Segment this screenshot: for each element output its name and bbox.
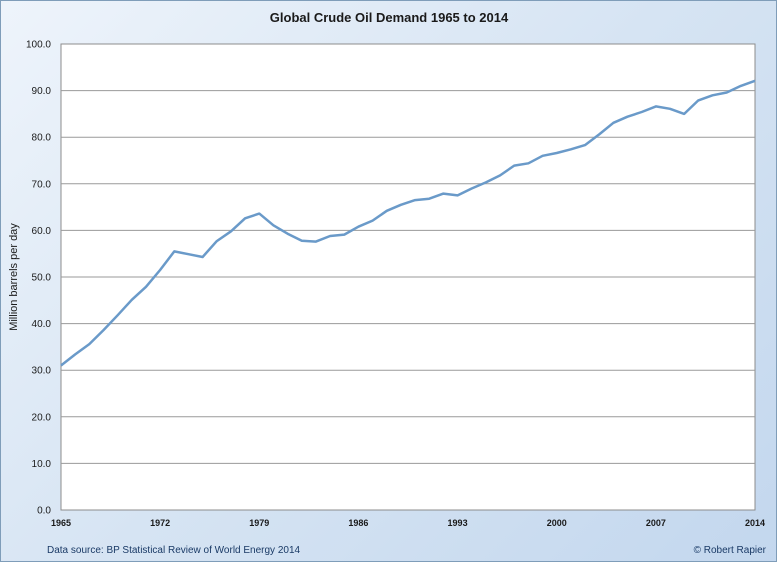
data-point [385,209,389,213]
data-point [300,239,304,243]
data-point [101,328,105,332]
data-point [541,154,545,158]
data-point [172,249,176,253]
x-tick-label: 1972 [150,518,170,528]
y-tick-label: 80.0 [32,133,52,144]
x-tick-label: 1986 [348,518,368,528]
data-point [682,112,686,116]
data-point [59,364,63,368]
y-tick-label: 50.0 [32,273,52,284]
data-source-note: Data source: BP Statistical Review of Wo… [47,545,301,556]
data-point [597,132,601,136]
data-point [87,342,91,346]
data-point [144,285,148,289]
data-point [696,98,700,102]
y-tick-label: 100.0 [26,40,51,51]
data-point [413,198,417,202]
data-point [243,216,247,220]
y-axis-ticks: 0.0 10.0 20.0 30.0 40.0 50.0 60.0 70.0 80.0 90.0 1… [26,40,51,517]
data-point [654,104,658,108]
data-point [739,84,743,88]
data-point [328,234,332,238]
data-point [555,151,559,155]
data-point [399,203,403,207]
x-tick-label: 2007 [646,518,666,528]
y-tick-label: 10.0 [32,459,52,470]
data-point [470,186,474,190]
x-tick-label: 2000 [547,518,567,528]
y-tick-label: 20.0 [32,412,52,423]
data-point [257,212,261,216]
data-point [484,180,488,184]
data-point [371,219,375,223]
x-tick-label: 1965 [51,518,71,528]
copyright-credit: © Robert Rapier [694,545,767,556]
data-point [314,240,318,244]
data-point [668,107,672,111]
data-point [456,193,460,197]
data-point [583,143,587,147]
data-point [711,93,715,97]
data-point [427,197,431,201]
data-point [201,255,205,259]
data-point [526,161,530,165]
data-point [725,90,729,94]
data-point [215,239,219,243]
data-point [753,79,757,83]
data-point [116,313,120,317]
y-tick-label: 70.0 [32,179,52,190]
data-point [441,192,445,196]
data-point [342,233,346,237]
y-tick-label: 30.0 [32,366,52,377]
data-point [158,268,162,272]
y-tick-label: 60.0 [32,226,52,237]
data-point [271,223,275,227]
data-point [512,164,516,168]
data-point [611,121,615,125]
gridlines [61,90,755,464]
x-tick-label: 1993 [448,518,468,528]
data-point [626,115,630,119]
y-axis-label: Million barrels per day [8,223,20,331]
x-tick-label: 2014 [745,518,765,528]
data-point [186,252,190,256]
series-group [59,79,757,368]
data-point [498,173,502,177]
data-point [356,225,360,229]
chart-title: Global Crude Oil Demand 1965 to 2014 [270,10,509,25]
data-point [229,229,233,233]
data-point [286,232,290,236]
y-tick-label: 90.0 [32,86,52,97]
data-point [569,147,573,151]
x-axis-ticks: 1965 1972 1979 1986 1993 2000 2007 2014 [51,518,765,528]
series-line [60,79,756,367]
y-tick-label: 40.0 [32,319,52,330]
x-tick-label: 1979 [249,518,269,528]
data-point [640,110,644,114]
data-point [73,352,77,356]
y-tick-label: 0.0 [37,506,51,517]
data-point [130,298,134,302]
